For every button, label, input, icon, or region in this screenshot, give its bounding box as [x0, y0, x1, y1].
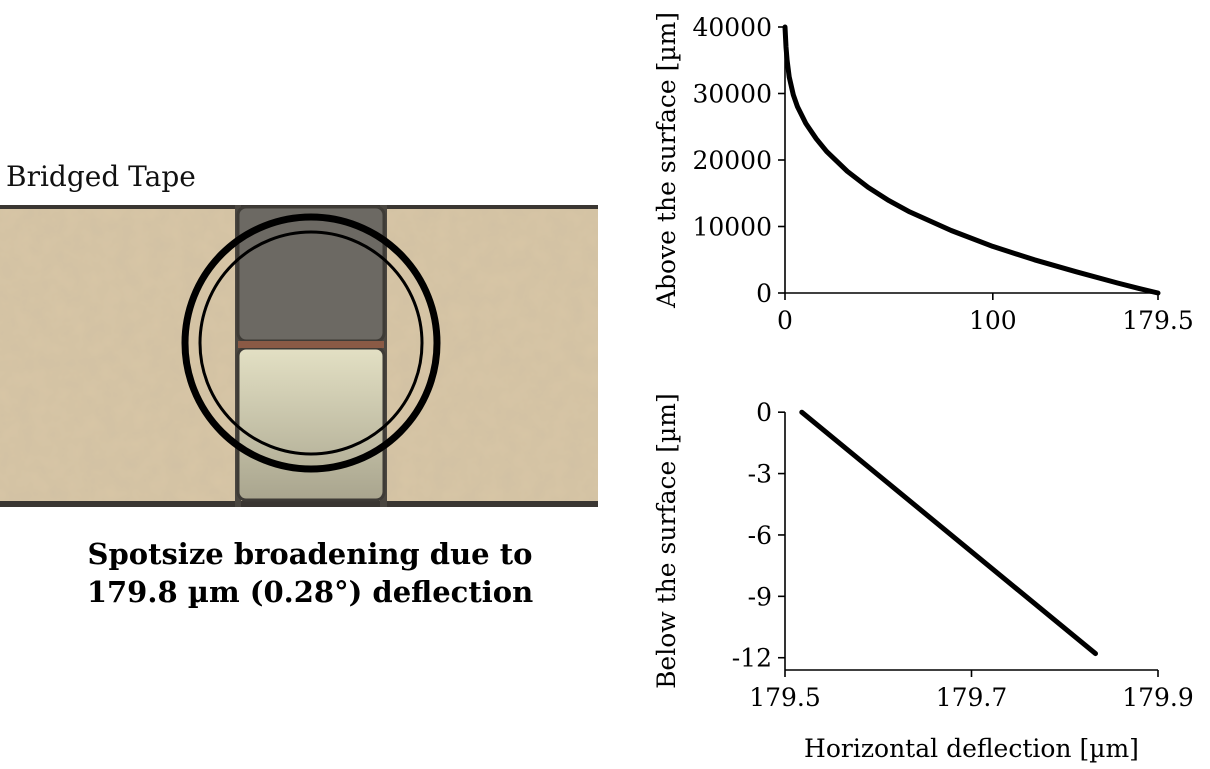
y-tick-label: -6	[748, 521, 772, 550]
tape-bottom-edge	[0, 501, 598, 507]
y-axis-label: Above the surface [µm]	[652, 12, 681, 309]
inner-ring	[198, 230, 424, 456]
y-tick-label: 0	[756, 279, 772, 308]
caption-line-2: 179.8 µm (0.28°) deflection	[86, 575, 534, 609]
chart-above-surface: 0 10000 20000 30000 40000 0 100 179.5 Above the …	[652, 12, 1194, 335]
x-tick-label: 0	[777, 306, 793, 335]
photo-caption: Spotsize broadening due to 179.8 µm (0.2…	[40, 535, 580, 611]
y-tick-label: 30000	[692, 80, 772, 109]
caption-line-1: Spotsize broadening due to	[87, 537, 533, 571]
y-axis-label: Below the surface [µm]	[652, 393, 681, 689]
y-tick-label: 0	[756, 398, 772, 427]
x-tick-label: 100	[969, 306, 1017, 335]
charts-panel: 0 10000 20000 30000 40000 0 100 179.5 Above the …	[652, 12, 1194, 763]
y-tick-label: 40000	[692, 13, 772, 42]
bridge-line	[238, 341, 384, 348]
x-axis-label: Horizontal deflection [µm]	[804, 734, 1139, 763]
y-tick-label: 10000	[692, 213, 772, 242]
outer-ring	[181, 213, 441, 473]
x-tick-label: 179.7	[936, 683, 1008, 712]
photo-label: Bridged Tape	[6, 160, 196, 193]
x-tick-label: 179.5	[1122, 306, 1194, 335]
y-tick-label: -12	[732, 644, 772, 673]
series-line	[782, 24, 1161, 296]
y-tick-label: -9	[748, 582, 772, 611]
x-tick-label: 179.9	[1122, 683, 1194, 712]
light-block	[236, 346, 386, 502]
series-line	[799, 409, 1098, 657]
y-tick-label: -3	[748, 460, 772, 489]
y-tick-label: 20000	[692, 146, 772, 175]
chart-below-surface: 0 -3 -6 -9 -12 179.5 179.7 179.9 Below the surfa…	[652, 393, 1194, 763]
x-tick-label: 179.5	[749, 683, 821, 712]
bridged-tape-photo	[0, 205, 598, 507]
